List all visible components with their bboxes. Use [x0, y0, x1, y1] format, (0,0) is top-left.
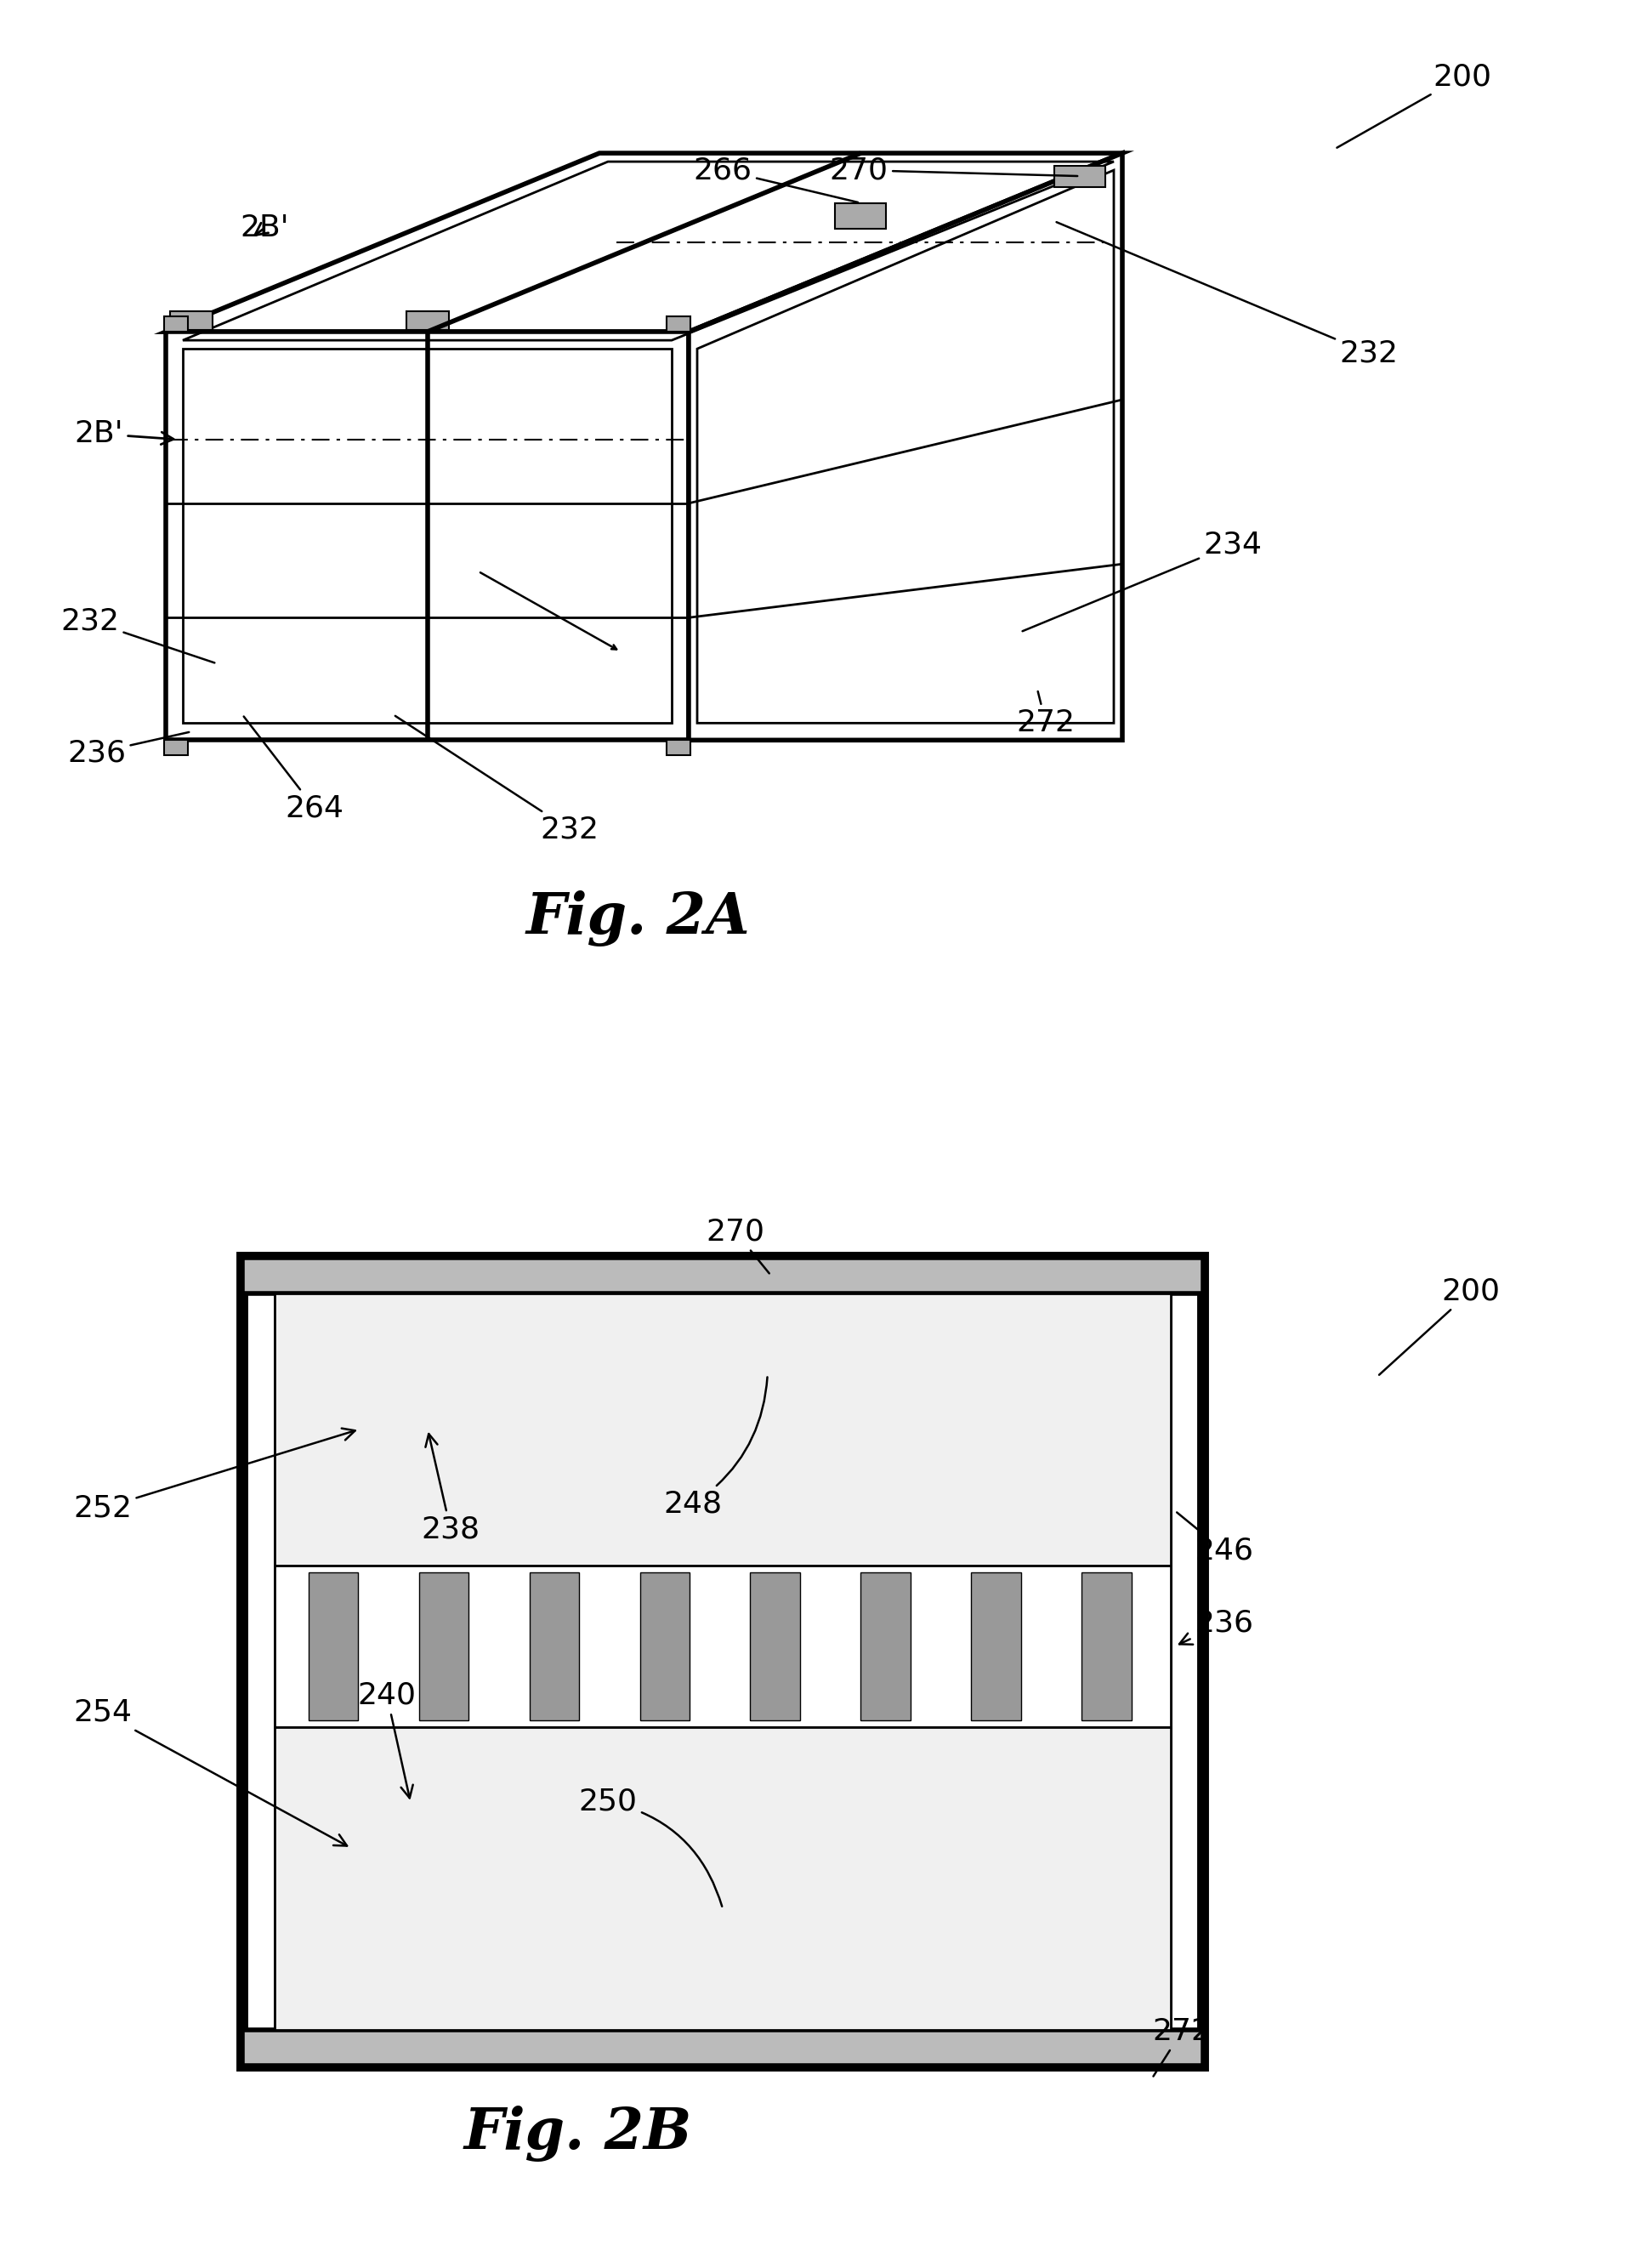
- Text: 266: 266: [693, 156, 858, 202]
- Text: 236: 236: [67, 733, 190, 767]
- Bar: [242, 2030, 1203, 2066]
- Bar: [275, 1293, 1171, 1565]
- Text: 264: 264: [244, 717, 343, 823]
- Text: Fig. 2B: Fig. 2B: [464, 2105, 692, 2161]
- Bar: [1055, 166, 1105, 188]
- Bar: [971, 1572, 1020, 1719]
- Text: 236: 236: [1179, 1608, 1254, 1644]
- Text: 272: 272: [1153, 2016, 1212, 2075]
- Bar: [164, 318, 188, 331]
- Bar: [860, 1572, 911, 1719]
- Text: 272: 272: [1017, 692, 1076, 737]
- Bar: [667, 739, 690, 755]
- Bar: [1082, 1572, 1131, 1719]
- Text: 252: 252: [74, 1429, 355, 1522]
- Bar: [170, 311, 213, 331]
- Text: 2B': 2B': [74, 420, 173, 449]
- Bar: [275, 1290, 1171, 2032]
- Text: 248: 248: [664, 1377, 767, 1520]
- Polygon shape: [165, 331, 688, 739]
- Text: 270: 270: [706, 1218, 768, 1272]
- Bar: [835, 202, 886, 229]
- Bar: [242, 1256, 1203, 2066]
- Bar: [242, 1256, 1203, 1293]
- Text: 270: 270: [829, 156, 1077, 184]
- Bar: [275, 1565, 1171, 1726]
- Bar: [667, 318, 690, 331]
- Bar: [750, 1572, 800, 1719]
- Text: 250: 250: [579, 1787, 723, 1907]
- Bar: [164, 739, 188, 755]
- Text: 232: 232: [1056, 222, 1398, 367]
- Text: 246: 246: [1177, 1513, 1254, 1565]
- Bar: [419, 1572, 469, 1719]
- Text: 200: 200: [1380, 1277, 1501, 1374]
- Text: 240: 240: [358, 1681, 417, 1799]
- Bar: [639, 1572, 690, 1719]
- Text: 232: 232: [60, 606, 214, 662]
- Text: Fig. 2A: Fig. 2A: [525, 891, 750, 946]
- Text: 238: 238: [422, 1433, 481, 1545]
- Text: 234: 234: [1022, 531, 1262, 631]
- Text: 200: 200: [1337, 61, 1491, 147]
- Bar: [405, 311, 448, 331]
- Text: 232: 232: [396, 717, 598, 844]
- Polygon shape: [165, 154, 1122, 331]
- Bar: [530, 1572, 579, 1719]
- Polygon shape: [688, 154, 1122, 739]
- Text: 254: 254: [74, 1699, 347, 1846]
- Text: 2B': 2B': [240, 213, 289, 243]
- Bar: [309, 1572, 358, 1719]
- Bar: [275, 1726, 1171, 2030]
